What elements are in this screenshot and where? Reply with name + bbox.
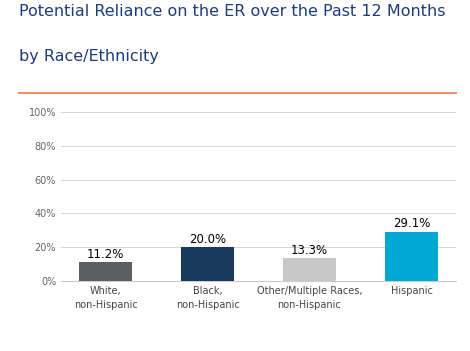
Text: 20.0%: 20.0% bbox=[189, 233, 226, 246]
Bar bbox=[385, 232, 438, 281]
Text: by Race/Ethnicity: by Race/Ethnicity bbox=[19, 49, 159, 64]
Bar bbox=[283, 258, 336, 281]
Text: Potential Reliance on the ER over the Past 12 Months: Potential Reliance on the ER over the Pa… bbox=[19, 4, 445, 19]
Text: 11.2%: 11.2% bbox=[87, 247, 124, 260]
Text: 29.1%: 29.1% bbox=[393, 217, 430, 230]
Text: 13.3%: 13.3% bbox=[291, 244, 328, 257]
Bar bbox=[79, 262, 132, 281]
Bar bbox=[181, 247, 234, 281]
